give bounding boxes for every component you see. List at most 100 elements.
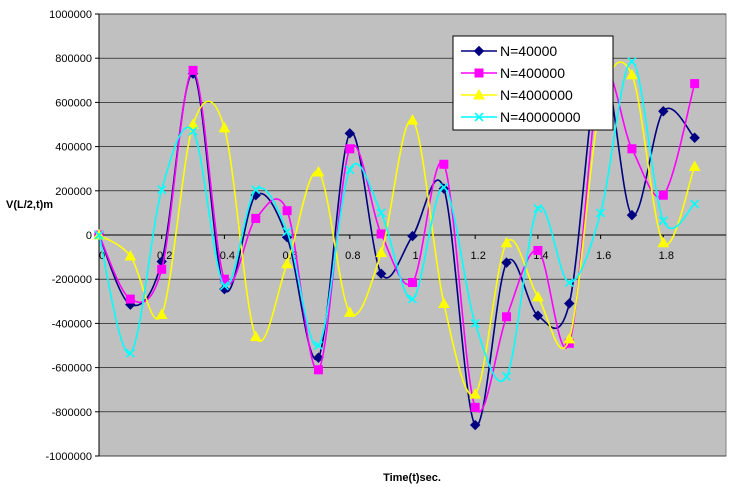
series-n-40000000-point: [376, 208, 386, 218]
legend-item-n-400000: N=400000: [461, 65, 565, 81]
y-tick-labels: -1000000 -800000 -600000 -400000 -200000 0 200…: [46, 9, 99, 463]
series-n-4000000-point: [563, 332, 576, 344]
series-n-400000-point: [408, 278, 417, 288]
series-n-40000000: [94, 56, 700, 383]
series-n-40000000-point: [690, 199, 700, 209]
series-n-400000-point: [439, 159, 449, 169]
series-n-400000-point: [533, 245, 543, 255]
y-tick-label: -600000: [52, 363, 92, 375]
x-axis-title: Time(t)sec.: [383, 472, 441, 484]
series-n-4000000-point: [406, 114, 419, 125]
series-n-4000000-point: [469, 388, 482, 399]
series-n-400000-point: [658, 190, 668, 200]
series-n-4000000-point: [249, 330, 262, 342]
series-n-40000000-point: [219, 281, 229, 291]
y-tick-label: -800000: [52, 407, 92, 419]
series-n-40000-point: [658, 106, 669, 117]
legend-item-n-40000: N=40000: [461, 43, 557, 59]
series-n-40000-point: [689, 132, 700, 143]
series-n-40000-point: [532, 310, 544, 321]
legend-item-n-40000000: N=40000000: [461, 109, 581, 125]
series-n-400000-point: [125, 294, 135, 304]
series-n-40000000-point: [501, 371, 512, 382]
series-n-4000000-point: [124, 249, 137, 261]
series-n-400000-point: [690, 79, 700, 89]
y-tick-label: 0: [86, 230, 92, 242]
x-tick-label: 0.8: [345, 250, 360, 262]
series-n-40000-point: [407, 230, 418, 242]
series-n-40000-point: [564, 298, 575, 309]
x-tick-label: 1: [412, 250, 418, 262]
legend-label: N=40000000: [500, 109, 581, 125]
series-n-400000-point: [345, 144, 355, 154]
series-n-400000-point: [627, 144, 637, 154]
legend-items: N=40000 N=400000 N=4000000 N=40000000: [461, 43, 581, 125]
series-n-40000-point: [469, 419, 481, 431]
series-n-40000-point: [313, 352, 324, 363]
series-n-40000000-point: [125, 348, 135, 358]
x-tick-label: 1.2: [471, 250, 486, 262]
legend-label: N=40000: [500, 43, 557, 59]
series-n-4000000-point: [187, 118, 199, 129]
y-tick-label: 200000: [55, 186, 92, 198]
series-n-40000000-point: [407, 294, 418, 304]
series-n-400000-point: [376, 229, 386, 239]
series-n-4000000-point: [312, 165, 325, 177]
y-tick-label: 800000: [55, 53, 92, 65]
series-n-40000000-point: [658, 216, 668, 226]
series-n-40000000-point: [251, 185, 261, 195]
legend: N=40000 N=400000 N=4000000 N=40000000: [452, 35, 614, 131]
series-n-400000-point: [502, 312, 512, 322]
series-n-4000000-point: [375, 246, 387, 258]
series-n-4000000-point: [438, 297, 450, 309]
series-n-40000000-point: [470, 318, 480, 328]
series-n-40000000-line: [98, 60, 696, 383]
legend-swatch-point: [474, 68, 484, 78]
series-n-400000-point: [188, 65, 198, 75]
legend-swatch-point: [473, 45, 485, 57]
series-n-4000000-point: [343, 306, 356, 317]
series-n-40000000-point: [533, 203, 543, 214]
series-n-4000000-point: [532, 290, 544, 302]
series-n-4000000-point: [500, 236, 513, 248]
series-n-40000000-point: [313, 340, 324, 351]
series-n-40000000-point: [439, 182, 449, 193]
legend-swatch-point: [473, 88, 485, 100]
series-n-4000000-point: [688, 160, 701, 171]
series-n-400000-point: [282, 206, 292, 216]
y-axis-title: V(L/2,t)m: [6, 199, 53, 211]
x-tick-label: 0.4: [220, 250, 235, 262]
series-n-400000-line: [98, 67, 696, 413]
legend-swatch-point: [474, 112, 484, 122]
series-n-40000-point: [626, 209, 638, 221]
series-n-400000-point: [470, 402, 480, 412]
legend-label: N=400000: [500, 65, 565, 81]
series-n-40000000-point: [627, 56, 637, 67]
series-n-4000000-point: [657, 236, 670, 248]
series-n-40000-point: [375, 268, 387, 279]
series-n-40000000-point: [188, 126, 198, 136]
y-tick-label: 1000000: [49, 9, 92, 21]
series-n-40000000-point: [596, 208, 606, 218]
series-n-4000000-point: [218, 121, 231, 133]
series-n-4000000-point: [155, 308, 168, 320]
series-n-40000000-point: [345, 165, 355, 175]
x-tick-label: 1.8: [659, 250, 674, 262]
series-n-40000-point: [501, 257, 512, 268]
series-n-40000000-point: [157, 185, 167, 195]
y-tick-label: 600000: [55, 97, 92, 109]
y-tick-label: -200000: [52, 274, 92, 286]
series-n-40000000-point: [564, 277, 574, 288]
series-n-40000000-point: [94, 230, 104, 240]
legend-item-n-4000000: N=4000000: [461, 87, 573, 103]
series-n-4000000-point: [281, 257, 293, 269]
series-n-400000-point: [157, 264, 167, 274]
x-tick-label: 1.6: [596, 250, 611, 262]
legend-label: N=4000000: [500, 87, 573, 103]
y-tick-label: -400000: [52, 318, 92, 330]
series-n-40000-point: [344, 128, 356, 139]
y-tick-label: 400000: [55, 142, 92, 154]
y-tick-label: -1000000: [46, 451, 93, 463]
x-tick-label: 0: [99, 250, 105, 262]
